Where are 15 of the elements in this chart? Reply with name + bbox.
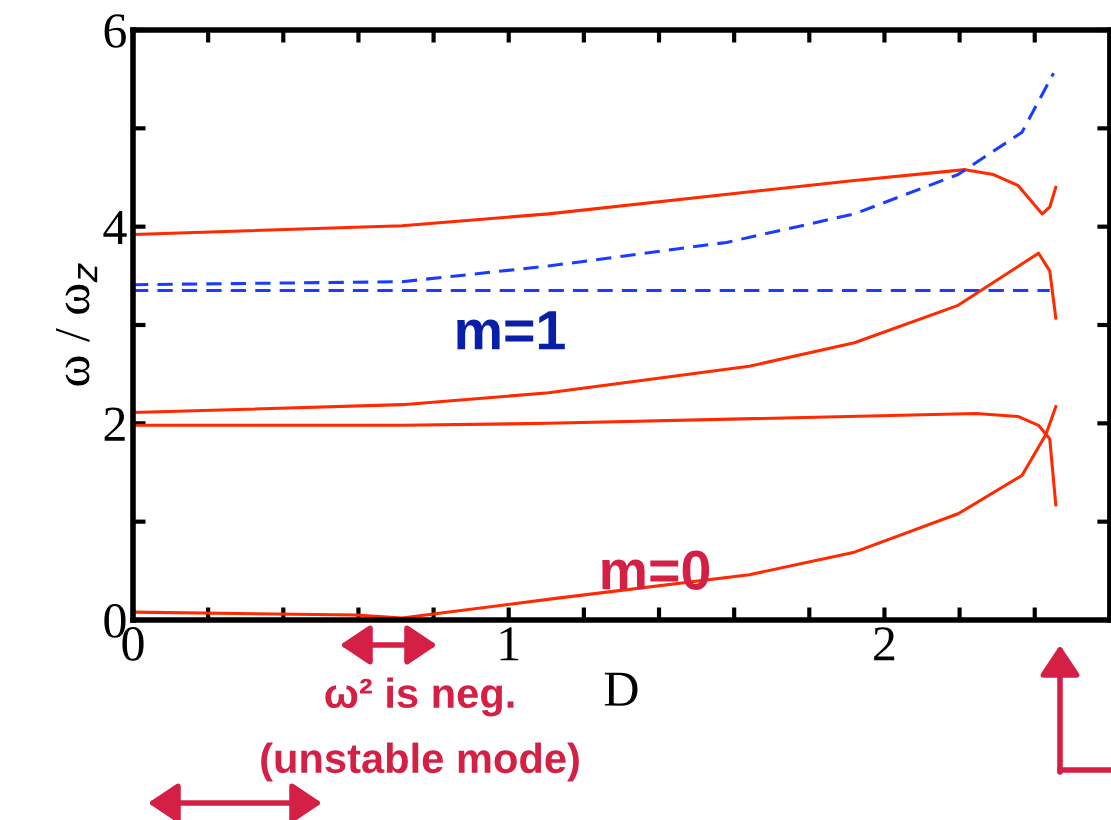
line-series <box>133 71 1056 287</box>
y-axis-title: ω / ω$_{z}$ <box>56 263 98 386</box>
y-tick-label: 2 <box>104 407 125 441</box>
line-series <box>133 168 1058 237</box>
x-axis-title: D <box>604 672 638 706</box>
y-tick-label: 6 <box>104 14 126 48</box>
text: (unstable mode) <box>261 742 579 782</box>
annotation: m=1 <box>457 311 565 350</box>
line-series <box>133 251 1058 415</box>
y-tick-label: 4 <box>103 211 127 245</box>
x-tick-label: 1 <box>500 627 519 661</box>
text: ω² is neg. <box>325 677 514 717</box>
line-series <box>133 405 1058 620</box>
annotation: m=0 <box>602 550 710 590</box>
x-tick-label: 2 <box>874 627 895 661</box>
